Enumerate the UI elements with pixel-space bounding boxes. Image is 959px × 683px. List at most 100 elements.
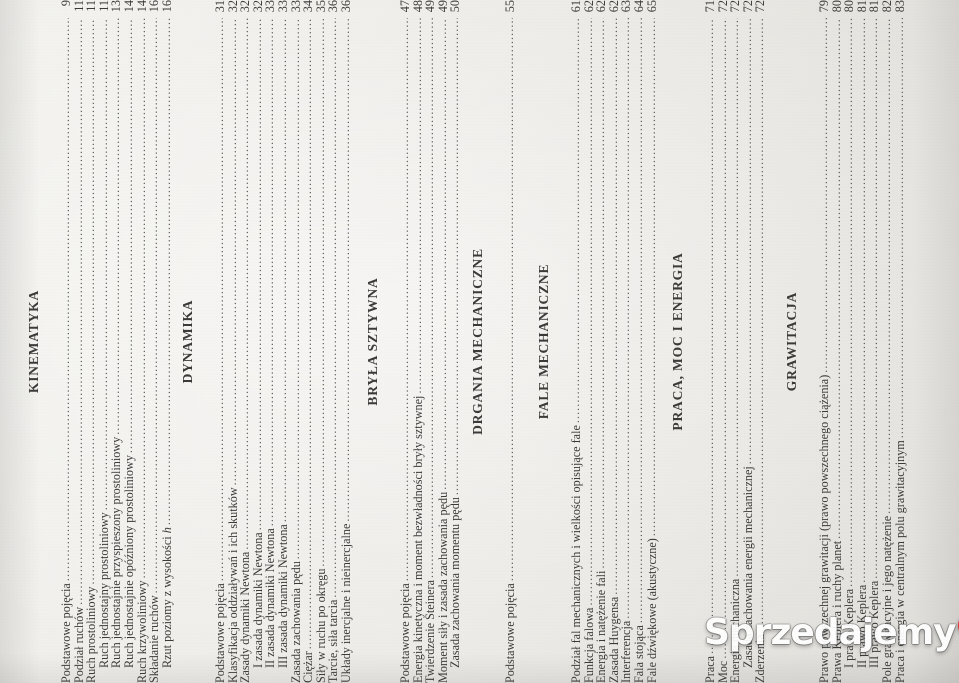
dot-leader: ........................................… [631,18,645,624]
dot-leader: ........................................… [313,18,327,567]
toc-entry-title: Ruch prostoliniowy [84,586,99,683]
dot-leader: ........................................… [288,18,302,560]
toc-entry-page-number: 9 [59,0,73,7]
toc-entry[interactable]: Praca i energia w centralnym polu grawit… [892,0,907,683]
dot-leader: ........................................… [581,18,595,606]
toc-entry-title: Podstawowe pojęcia [213,583,227,683]
section-heading: DRGANIA MECHANICZNE [470,248,485,435]
toc-section: DYNAMIKA Podstawowe pojęcia..............… [180,0,353,683]
toc-entry-page-number: 16 [159,0,174,13]
toc-entry-title: Pole grawitacyjne i jego natężenie [879,515,894,683]
section-heading: KINEMATYKA [26,289,41,394]
dot-leader: ........................................… [644,18,658,537]
toc-entry-title: I prawo Keplera [842,588,857,668]
spacer [381,0,399,683]
toc-entry-page-number: 71 [703,0,717,13]
dot-leader: ........................................… [594,18,607,569]
toc-section: KINEMATYKA Podstawowe pojęcia............… [26,0,174,683]
dot-leader: ........................................… [753,18,766,633]
section-heading: DYNAMIKA [180,299,195,384]
toc-entry-title: Rzut poziomy z wysokości h [159,527,174,668]
dot-leader: ........................................… [238,18,251,550]
dot-leader: ........................................… [398,18,411,582]
dot-leader: ........................................… [301,18,314,650]
dot-leader: ........................................… [740,18,754,465]
toc-entry-page-number: 65 [644,0,659,13]
dot-leader: ........................................… [147,18,160,594]
spacer [42,0,60,683]
dot-leader: ........................................… [109,18,122,435]
section-heading: PRACA, MOC I ENERGIA [670,252,685,431]
section-heading: FALE MECHANICZNE [536,263,551,420]
section-heading: BRYŁA SZTYWNA [365,277,380,406]
toc-entry-page-number: 36 [338,0,353,13]
dot-leader: ........................................… [96,18,110,511]
toc-entry-title: Podstawowe pojęcia [503,583,517,683]
dot-leader: ........................................… [121,18,135,454]
toc-entry-title: Układy inercjalne i nieinercjalne [338,523,353,683]
toc-entry[interactable]: Fale dźwiękowe (akustyczne).............… [644,0,659,683]
toc-entry-title: Składanie ruchów [147,595,162,683]
toc-entry-page-number: 64 [631,0,646,13]
dot-leader: ........................................… [84,18,97,585]
toc-entry[interactable]: Rzut poziomy z wysokości h..............… [159,0,174,683]
dot-leader: ........................................… [715,18,729,659]
toc-entry-page-number: 49 [423,0,438,13]
toc-entry[interactable]: Zasada zachowania momentu pędu..........… [448,0,463,683]
toc-entry-page-number: 50 [448,0,463,13]
dot-leader: ........................................… [59,18,72,582]
toc-section: DRGANIA MECHANICZNE Podstawowe pojęcia...… [470,0,517,683]
toc-entry-page-number: 31 [213,0,227,13]
dot-leader: ........................................… [829,18,843,539]
toc-entry-page-number: 32 [238,0,253,13]
dot-leader: ........................................… [423,18,436,578]
toc-entry-page-number: 80 [842,0,857,13]
dot-leader: ........................................… [503,18,516,582]
section-heading: GRAWITACJA [784,291,799,392]
dot-leader: ........................................… [225,18,239,486]
dot-leader: ........................................… [326,18,339,598]
toc-section: PRACA, MOC I ENERGIA Praca...............… [670,0,767,683]
dot-leader: ........................................… [879,18,893,514]
toc-section: BRYŁA SZTYWNA Podstawowe pojęcia.........… [365,0,462,683]
toc-entry-title: Podstawowe pojęcia [398,583,412,683]
toc-entry-page-number: 72 [753,0,768,13]
dot-leader: ........................................… [728,18,741,577]
dot-leader: ........................................… [263,18,276,527]
spacer [800,0,818,683]
dot-leader: ........................................… [134,18,148,579]
dot-leader: ........................................… [338,18,352,522]
toc-entry-title: Fale dźwiękowe (akustyczne) [644,538,659,683]
toc-entry-page-number: 83 [892,0,907,13]
toc-entry-title: Praca i energia w centralnym polu grawit… [892,440,907,683]
toc-entry[interactable]: Zderzenia...............................… [753,0,768,683]
toc-entry-title: Ciężar [301,651,316,683]
toc-entry-page-number: 16 [147,0,162,13]
toc-entry[interactable]: Podstawowe pojęcia......................… [503,0,517,683]
toc-section: FALE MECHANICZNE Podział fal mechanicznyc… [536,0,659,683]
toc-entry-page-number: 82 [879,0,894,13]
toc-entry[interactable]: Układy inercjalne i nieinercjalne.......… [338,0,353,683]
dot-leader: ........................................… [71,18,85,605]
toc-entry-title: Zasada zachowania momentu pędu [448,497,463,668]
dot-leader: ........................................… [854,18,868,583]
spacer [196,0,214,683]
spacer [486,0,504,683]
toc-entry-page-number: 55 [503,0,517,13]
toc-entry-page-number: 79 [817,0,831,13]
dot-leader: ........................................… [411,18,424,394]
dot-leader: ........................................… [606,18,620,595]
dot-leader: ........................................… [448,18,461,496]
toc-entry-page-number: 11 [84,0,99,12]
dot-leader: ........................................… [435,18,449,490]
dot-leader: ........................................… [619,18,632,619]
toc-entry-page-number: 61 [569,0,583,13]
toc-entry-page-number: 72 [728,0,743,13]
dot-leader: ........................................… [213,18,226,582]
dot-leader: ........................................… [275,18,289,523]
dot-leader: ........................................… [817,18,830,373]
spacer [686,0,704,683]
toc-section: GRAWITACJA Prawo powszechnej grawitacji (… [784,0,907,683]
dot-leader: ........................................… [703,18,716,654]
